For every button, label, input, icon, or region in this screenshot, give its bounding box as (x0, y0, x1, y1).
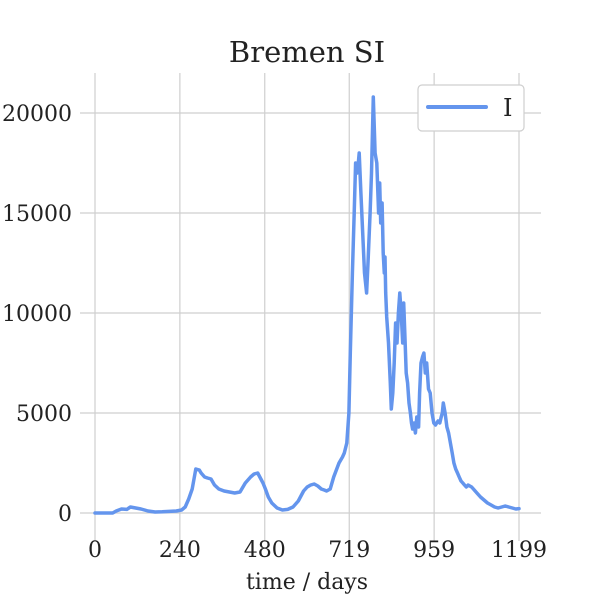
x-tick-label: 480 (244, 538, 286, 563)
y-tick-label: 20000 (2, 102, 72, 127)
y-tick-label: 15000 (2, 202, 72, 227)
legend: I (417, 84, 525, 132)
series-line-I (93, 95, 521, 515)
x-tick-label: 959 (413, 538, 455, 563)
series-layer (93, 95, 521, 515)
x-tick-label: 0 (88, 538, 102, 563)
x-tick-label: 240 (159, 538, 201, 563)
grid (80, 73, 541, 541)
x-axis-label: time / days (246, 570, 368, 595)
x-tick-label: 719 (328, 538, 370, 563)
y-tick-label: 10000 (2, 302, 72, 327)
legend-label: I (503, 94, 512, 122)
tick-labels: 0 240 480 719 959 1199 0 5000 10000 15000 20000 (2, 102, 547, 563)
y-tick-label: 5000 (16, 402, 72, 427)
x-tick-label: 1199 (491, 538, 547, 563)
y-tick-label: 0 (58, 502, 72, 527)
chart-title: Bremen SI (229, 35, 385, 69)
